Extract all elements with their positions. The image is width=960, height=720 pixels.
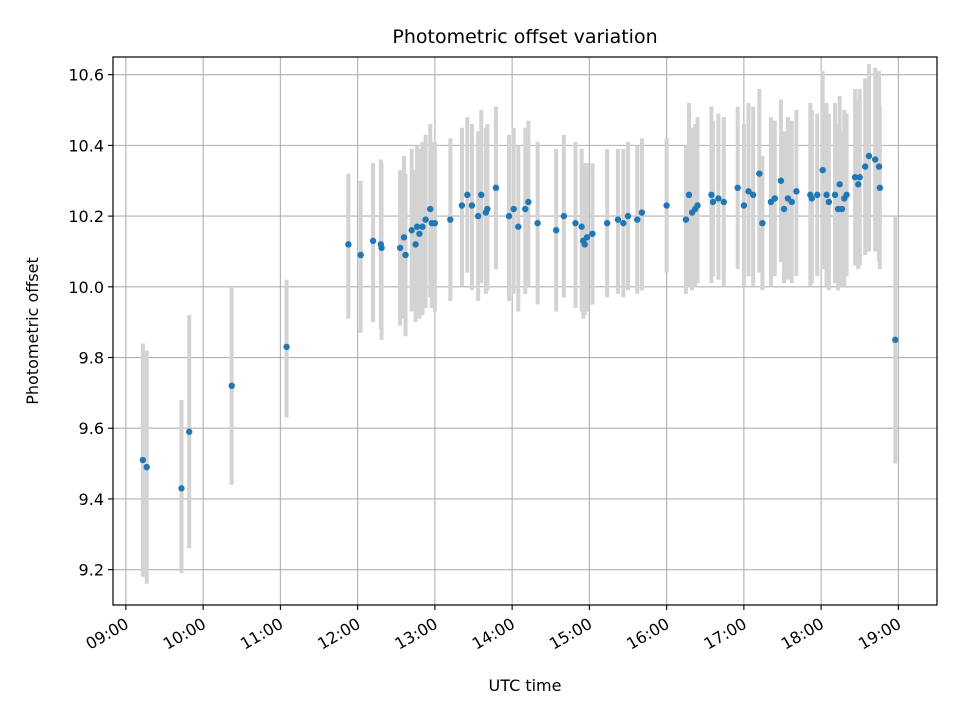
- plot-frame: [112, 56, 938, 606]
- data-point: [534, 219, 541, 227]
- data-point: [357, 251, 364, 259]
- data-point: [589, 230, 596, 237]
- data-point: [458, 202, 466, 209]
- data-point: [139, 456, 147, 464]
- data-point: [413, 223, 421, 230]
- data-point: [638, 209, 646, 216]
- data-point: [720, 198, 727, 206]
- data-point: [581, 241, 588, 248]
- chart-title: Photometric offset variation: [392, 26, 657, 48]
- data-point: [715, 195, 722, 202]
- data-point: [777, 177, 785, 184]
- data-point: [515, 223, 522, 230]
- y-tick-label: 9.6: [79, 419, 104, 438]
- y-tick-label: 10.4: [68, 136, 104, 155]
- data-point: [831, 191, 839, 199]
- data-point: [552, 227, 560, 234]
- data-point: [740, 202, 748, 209]
- data-point: [620, 219, 627, 227]
- y-tick-label: 10.6: [68, 66, 104, 85]
- data-point: [808, 195, 816, 202]
- data-point: [419, 223, 426, 230]
- data-point: [143, 463, 150, 471]
- data-point: [788, 198, 795, 206]
- data-point: [663, 202, 670, 209]
- data-point: [412, 241, 419, 248]
- data-point: [228, 382, 235, 389]
- data-point: [468, 202, 476, 209]
- data-point: [855, 181, 862, 188]
- y-tick-label: 9.4: [79, 490, 104, 509]
- data-point: [603, 219, 611, 227]
- data-point: [682, 216, 690, 223]
- data-point: [876, 184, 884, 192]
- y-tick-label: 10.2: [68, 207, 104, 226]
- data-point: [447, 216, 454, 223]
- data-point: [843, 191, 850, 199]
- data-point: [402, 251, 409, 259]
- data-point: [560, 212, 568, 220]
- data-point: [694, 202, 701, 209]
- data-point: [378, 244, 385, 252]
- data-point: [709, 198, 717, 206]
- data-point: [836, 181, 843, 188]
- data-point: [492, 184, 500, 192]
- data-point: [771, 195, 778, 202]
- y-tick-label: 9.2: [79, 561, 104, 580]
- data-point: [872, 156, 879, 163]
- data-point: [578, 223, 585, 230]
- data-point: [838, 205, 846, 213]
- data-point: [708, 191, 715, 199]
- y-tick-label: 9.8: [79, 349, 104, 368]
- data-point: [614, 216, 622, 223]
- data-point: [892, 336, 899, 344]
- data-point: [793, 188, 800, 195]
- data-point: [345, 241, 352, 248]
- data-point: [756, 170, 763, 177]
- data-point: [749, 191, 757, 199]
- data-point: [478, 191, 485, 199]
- data-point: [572, 219, 579, 227]
- data-point: [400, 234, 408, 241]
- data-point: [416, 230, 423, 237]
- data-point: [186, 428, 193, 435]
- x-axis-label: UTC time: [489, 676, 562, 695]
- data-point: [369, 237, 377, 245]
- data-point: [510, 205, 517, 213]
- data-point: [875, 163, 883, 170]
- data-point: [861, 163, 869, 170]
- data-point: [865, 152, 873, 160]
- data-point: [856, 174, 863, 181]
- data-point: [814, 191, 821, 199]
- data-points: [139, 152, 899, 492]
- y-axis-label: Photometric offset: [23, 257, 42, 405]
- data-point: [851, 174, 859, 181]
- data-point: [522, 205, 529, 213]
- data-point: [431, 219, 439, 227]
- data-point: [525, 198, 532, 206]
- data-point: [745, 188, 752, 195]
- data-point: [734, 184, 741, 192]
- data-point: [583, 234, 591, 241]
- data-point: [178, 485, 185, 492]
- data-point: [780, 205, 788, 213]
- data-point: [408, 227, 415, 234]
- data-point: [634, 216, 641, 223]
- data-point: [474, 212, 482, 220]
- data-point: [505, 212, 513, 220]
- data-point: [819, 166, 826, 174]
- data-point: [823, 191, 830, 199]
- data-point: [464, 191, 471, 199]
- data-point: [759, 219, 766, 227]
- data-point: [396, 244, 404, 252]
- data-point: [283, 343, 290, 351]
- data-point: [685, 191, 693, 199]
- data-point: [427, 205, 434, 213]
- y-tick-label: 10.0: [68, 278, 104, 297]
- data-point: [825, 198, 833, 206]
- data-point: [624, 212, 632, 220]
- data-point: [484, 205, 491, 213]
- data-point: [422, 216, 429, 223]
